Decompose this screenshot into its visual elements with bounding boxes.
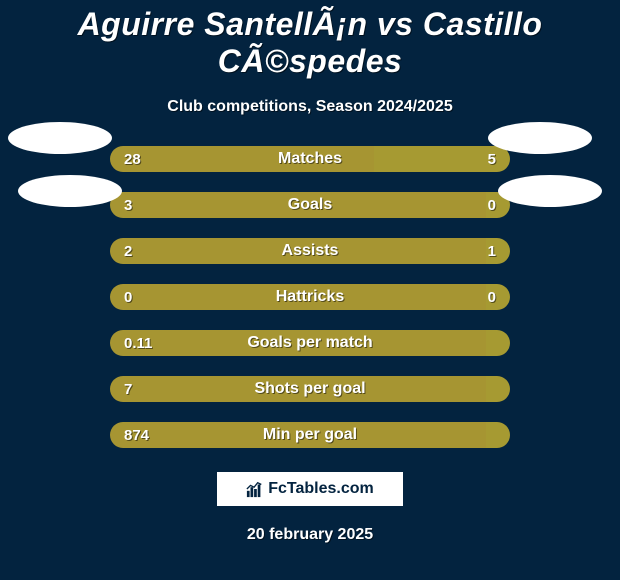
stat-bar-right: 5 bbox=[374, 146, 510, 172]
stat-value-right: 5 bbox=[488, 151, 496, 168]
team-badge-ellipse bbox=[8, 122, 112, 154]
stat-bar: 7Shots per goal bbox=[110, 376, 510, 402]
stat-bar: 21Assists bbox=[110, 238, 510, 264]
stat-bar: 874Min per goal bbox=[110, 422, 510, 448]
stat-value-right: 0 bbox=[488, 289, 496, 306]
team-badge-ellipse bbox=[18, 175, 122, 207]
stat-bar-left: 3 bbox=[110, 192, 486, 218]
stat-value-right: 0 bbox=[488, 197, 496, 214]
stat-bar: 30Goals bbox=[110, 192, 510, 218]
stat-bar-right: 0 bbox=[486, 284, 510, 310]
stat-bar-left: 28 bbox=[110, 146, 374, 172]
date-text: 20 february 2025 bbox=[0, 526, 620, 544]
stat-bar-left: 2 bbox=[110, 238, 486, 264]
stat-bar: 285Matches bbox=[110, 146, 510, 172]
bar-chart-icon bbox=[246, 480, 264, 498]
stat-value-left: 2 bbox=[124, 243, 132, 260]
stat-value-right: 1 bbox=[488, 243, 496, 260]
stats-comparison-container: Aguirre SantellÃ¡n vs Castillo CÃ©spedes… bbox=[0, 0, 620, 580]
logo-text: FcTables.com bbox=[268, 480, 374, 498]
stat-bar: 0.11Goals per match bbox=[110, 330, 510, 356]
stat-bar-right bbox=[486, 330, 510, 356]
stat-value-left: 28 bbox=[124, 151, 141, 168]
stat-bar-right bbox=[486, 422, 510, 448]
page-title: Aguirre SantellÃ¡n vs Castillo CÃ©spedes bbox=[0, 0, 620, 80]
stat-value-left: 7 bbox=[124, 381, 132, 398]
logo-box[interactable]: FcTables.com bbox=[215, 470, 405, 508]
stat-value-left: 0 bbox=[124, 289, 132, 306]
stat-bar: 00Hattricks bbox=[110, 284, 510, 310]
stat-bar-left: 7 bbox=[110, 376, 486, 402]
team-badge-ellipse bbox=[498, 175, 602, 207]
stat-bar-left: 874 bbox=[110, 422, 486, 448]
stat-bar-left: 0 bbox=[110, 284, 486, 310]
stat-bar-left: 0.11 bbox=[110, 330, 486, 356]
stat-bar-right: 1 bbox=[486, 238, 510, 264]
stat-value-left: 874 bbox=[124, 427, 149, 444]
stat-bar-right bbox=[486, 376, 510, 402]
subtitle: Club competitions, Season 2024/2025 bbox=[0, 98, 620, 116]
stat-value-left: 3 bbox=[124, 197, 132, 214]
team-badge-ellipse bbox=[488, 122, 592, 154]
stat-value-left: 0.11 bbox=[124, 335, 152, 352]
